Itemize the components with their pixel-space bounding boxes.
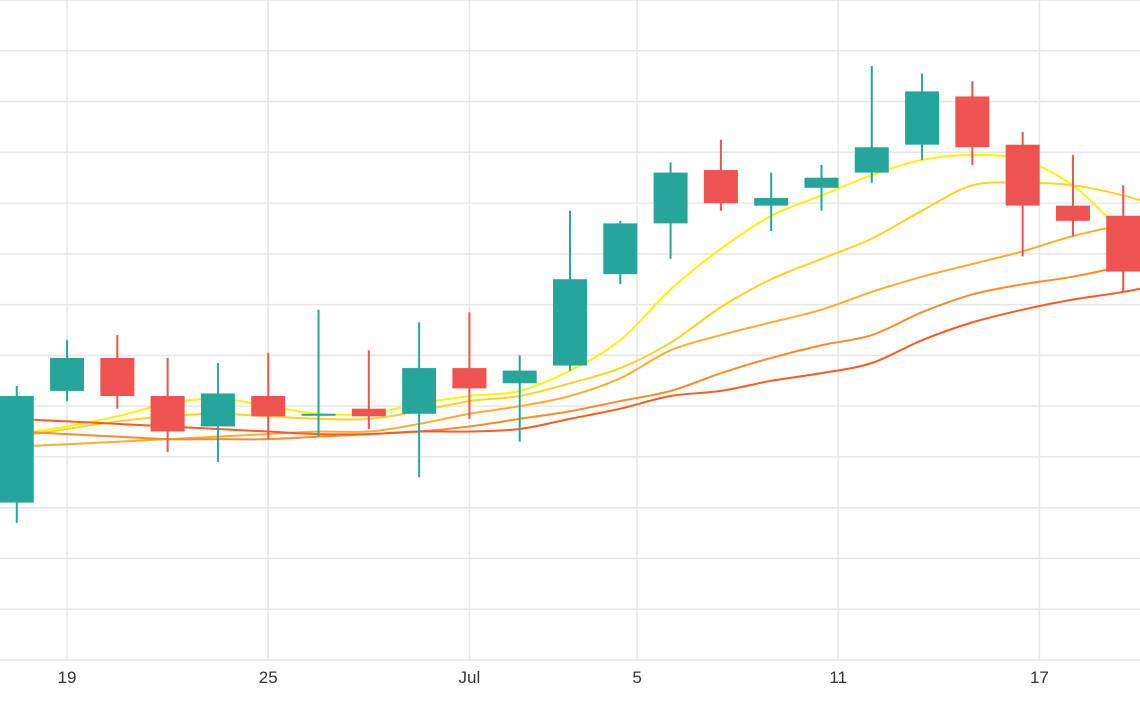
candle-body [553, 279, 587, 366]
candle-body [1106, 215, 1140, 272]
candle-up [200, 363, 235, 462]
candle-body [301, 413, 336, 416]
x-tick-label: 11 [829, 668, 847, 687]
candle-down [1106, 185, 1140, 292]
candle-body [0, 396, 34, 503]
candle-body [854, 147, 889, 173]
candle-down [100, 335, 135, 409]
candle-body [754, 198, 789, 206]
moving-average-line-3 [16, 224, 1140, 448]
candle-down [251, 352, 286, 440]
x-tick-label: 19 [58, 668, 77, 687]
candle-body [251, 396, 286, 417]
x-tick-label: 17 [1030, 668, 1049, 687]
candle-down [1005, 132, 1040, 257]
candle-body [955, 96, 990, 148]
candle-down [351, 350, 386, 429]
candle-up [804, 165, 839, 211]
candle-body [502, 370, 537, 384]
candle-body [603, 223, 638, 275]
candle-body [100, 357, 135, 396]
moving-average-line-5 [16, 287, 1140, 436]
candle-up [754, 172, 789, 231]
x-axis-tick-labels: 19 25 Jul 5 11 17 [58, 668, 1049, 687]
candle-body [1055, 205, 1090, 221]
x-tick-label: 25 [259, 668, 278, 687]
candle-body [200, 393, 235, 427]
candle-up [553, 210, 587, 371]
candle-down [955, 81, 990, 165]
candle-body [50, 357, 85, 391]
candle-down [1055, 154, 1090, 237]
moving-average-line-4 [16, 262, 1140, 441]
candle-body [452, 368, 487, 389]
candle-body [905, 91, 940, 145]
candle-body [150, 396, 185, 432]
x-tick-label: 5 [632, 668, 641, 687]
candle-body [804, 177, 839, 188]
candle-body [351, 408, 386, 417]
candle-up [0, 385, 34, 523]
candle-body [703, 170, 738, 204]
candle-up [402, 322, 437, 478]
candles [0, 66, 1140, 523]
candle-up [653, 162, 688, 259]
candle-body [402, 368, 437, 414]
candle-body [1005, 144, 1040, 206]
candle-up [301, 309, 336, 437]
candle-up [603, 220, 638, 285]
candle-up [50, 340, 85, 402]
x-tick-label: Jul [459, 668, 481, 687]
candle-up [502, 355, 537, 442]
candle-down [452, 312, 487, 419]
candle-up [854, 66, 889, 183]
candle-down [703, 139, 738, 211]
candle-body [653, 172, 688, 224]
candle-down [150, 357, 185, 452]
candle-up [905, 73, 940, 160]
